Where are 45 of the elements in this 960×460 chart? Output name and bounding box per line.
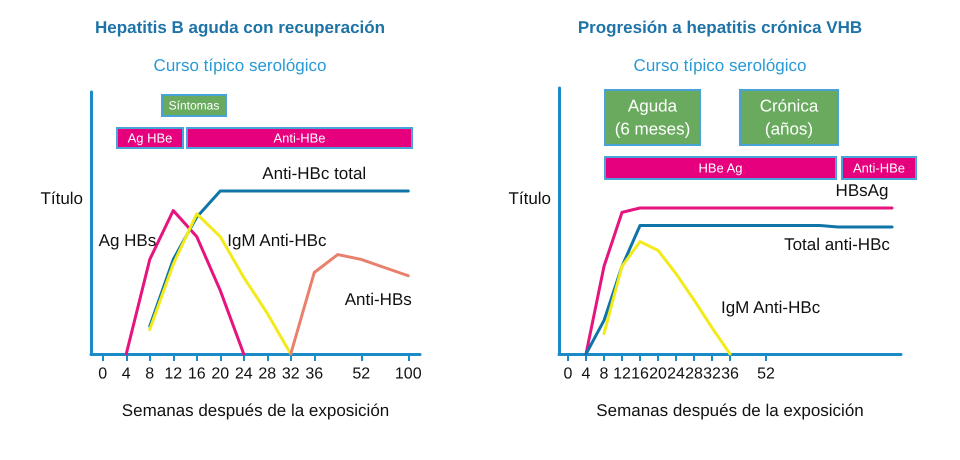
x-tick-label: 28 [685, 366, 703, 382]
x-tick-label: 20 [211, 366, 230, 382]
x-tick-label: 0 [564, 366, 573, 382]
series-label: IgM Anti-HBc [721, 298, 821, 318]
x-tick-label: 32 [703, 366, 721, 382]
x-tick-label: 8 [145, 366, 154, 382]
chart-subtitle: Curso típico serológico [154, 56, 326, 75]
chart-title: Hepatitis B aguda con recuperación [94, 18, 386, 37]
text: Anti-HBe [852, 160, 906, 176]
chart-title: Progresión a hepatitis crónica VHB [578, 18, 862, 37]
text: Ag HBe [128, 130, 172, 146]
x-tick-label: 28 [258, 366, 276, 382]
x-tick-label: 0 [98, 366, 108, 382]
x-tick-label: 52 [757, 366, 775, 382]
text: Aguda (6 meses) [614, 96, 690, 138]
x-tick-label: 20 [649, 366, 667, 382]
x-tick-label: 12 [164, 366, 182, 382]
x-tick-label: 4 [582, 366, 591, 382]
x-tick-label: 16 [188, 366, 206, 382]
series-label: Anti-HBc total [262, 164, 366, 183]
x-tick-label: 52 [352, 366, 370, 382]
x-axis-title: Semanas después de la exposición [596, 401, 864, 420]
series-label: IgM Anti-HBc [227, 231, 327, 250]
x-tick-label: 12 [613, 366, 631, 382]
text: Crónica (años) [760, 96, 819, 138]
x-tick-label: 32 [282, 366, 300, 382]
chart-subtitle: Curso típico serológico [634, 56, 806, 75]
x-tick-label: 16 [631, 366, 649, 382]
x-tick-label: 36 [721, 366, 739, 382]
series-label: Ag HBs [98, 231, 156, 250]
series-label: HBsAg [836, 181, 888, 200]
x-tick-label: 8 [600, 366, 609, 382]
y-axis-title: Título [508, 189, 552, 208]
text: Síntomas [168, 98, 220, 112]
series-label: Total anti-HBc [784, 234, 890, 254]
x-axis-title: Semanas después de la exposición [122, 401, 390, 420]
x-tick-label: 100 [394, 366, 422, 382]
x-tick-label: 36 [305, 366, 324, 382]
x-tick-label: 24 [234, 366, 253, 382]
x-tick-label: 24 [667, 366, 685, 382]
text: Anti-HBe [273, 130, 326, 146]
series-label: Anti-HBs [344, 290, 412, 309]
y-axis-title: Título [40, 189, 84, 208]
x-tick-label: 4 [122, 366, 131, 382]
text: HBe Ag [698, 160, 743, 176]
